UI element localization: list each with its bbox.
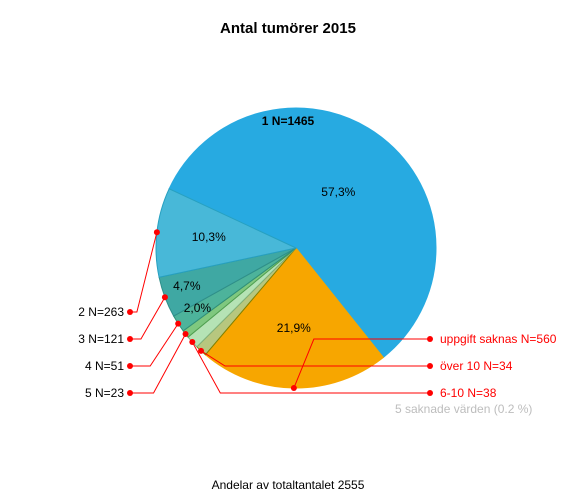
slice-label-2: 2 N=263	[78, 305, 124, 319]
pct-uppgift: 21,9%	[277, 321, 311, 335]
pie-svg	[0, 0, 576, 504]
missing-values-note: 5 saknade värden (0.2 %)	[395, 402, 532, 416]
chart-subtitle: Andelar av totaltantalet 2555	[0, 478, 576, 492]
slice-label-over10: över 10 N=34	[440, 359, 512, 373]
slice-label-6-10: 6-10 N=38	[440, 386, 496, 400]
pct-2: 10,3%	[192, 230, 226, 244]
slice-label-5: 5 N=23	[85, 386, 124, 400]
pie-chart-root: Antal tumörer 2015 1 N=1465 2 N=263 3 N=…	[0, 0, 576, 504]
slice-label-1: 1 N=1465	[0, 114, 576, 128]
pct-3: 4,7%	[173, 279, 200, 293]
pct-4: 2,0%	[184, 301, 211, 315]
slice-label-4: 4 N=51	[85, 359, 124, 373]
slice-label-3: 3 N=121	[78, 332, 124, 346]
pct-1: 57,3%	[321, 185, 355, 199]
slice-label-uppgift: uppgift saknas N=560	[440, 332, 556, 346]
